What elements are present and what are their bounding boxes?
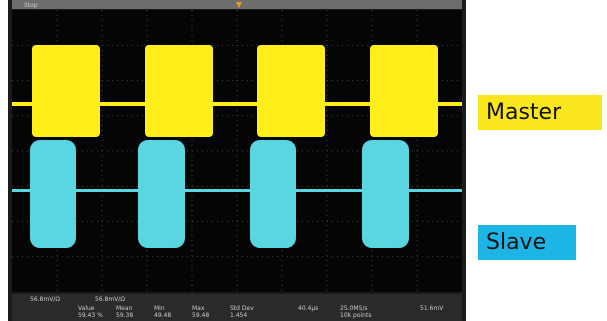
timebase: 40.4µs <box>298 305 318 312</box>
measurement-header: Min <box>154 305 165 312</box>
status-text: Stop <box>24 2 38 9</box>
trigger-level: 51.6mV <box>420 305 444 312</box>
record-length: 10k points <box>340 312 371 319</box>
master-label: Master <box>478 95 602 130</box>
slave-label: Slave <box>478 225 576 260</box>
measurement-value: 59.38 <box>116 312 133 319</box>
measurement-value: 1.454 <box>230 312 247 319</box>
ch2-scale: 56.8mV/Ω <box>95 296 125 303</box>
status-bar <box>12 0 462 9</box>
measurement-value: 59.43 % <box>78 312 103 319</box>
page: Stop 56.8mV/Ω 56.8mV/Ω Value59.43 %Mean5… <box>0 0 607 321</box>
measurement-header: Mean <box>116 305 133 312</box>
measurement-header: Std Dev <box>230 305 254 312</box>
ch1-scale: 56.8mV/Ω <box>30 296 60 303</box>
measurement-header: Max <box>192 305 205 312</box>
measurement-value: 49.48 <box>154 312 171 319</box>
sample-rate: 25.0MS/s <box>340 305 368 312</box>
measurement-header: Value <box>78 305 95 312</box>
measurement-value: 59.48 <box>192 312 209 319</box>
